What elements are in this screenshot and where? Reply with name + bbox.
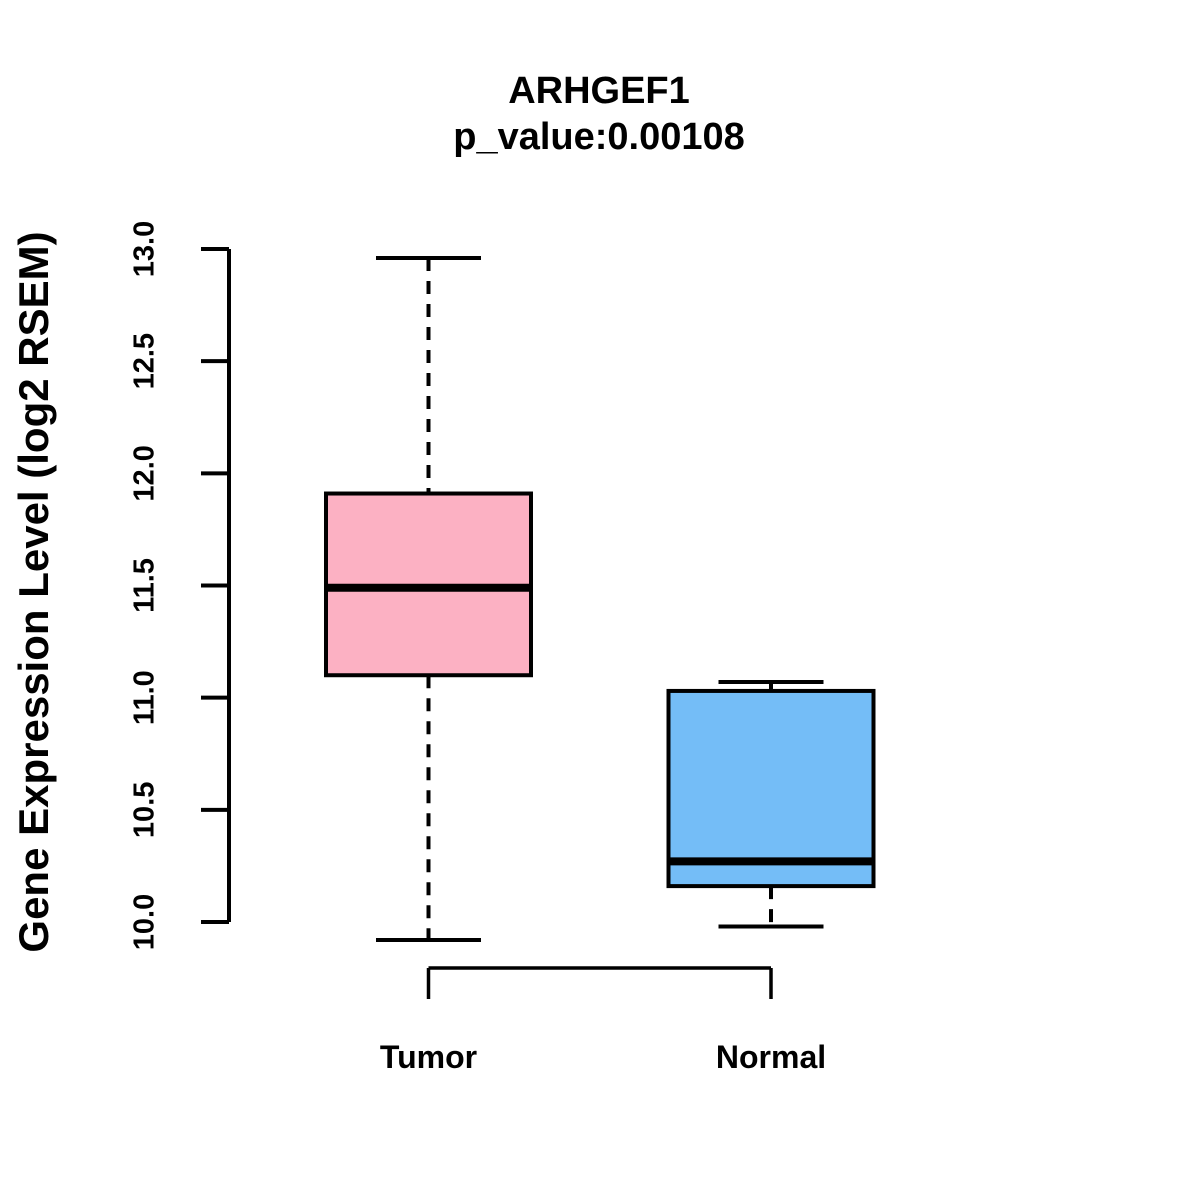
category-label-normal: Normal: [716, 1039, 826, 1075]
category-label-tumor: Tumor: [380, 1039, 477, 1075]
chart-subtitle-pvalue: p_value:0.00108: [453, 116, 745, 158]
y-axis-tick-label: 12.0: [129, 445, 161, 501]
y-axis-tick-label: 10.5: [129, 782, 161, 838]
y-axis-tick-label: 12.5: [129, 333, 161, 389]
y-axis-tick-label: 11.0: [129, 670, 161, 725]
y-axis-tick-label: 10.0: [129, 894, 161, 950]
box-normal: [666, 688, 876, 889]
y-axis-tick-label: 13.0: [129, 221, 161, 277]
y-axis-tick-label: 11.5: [129, 558, 161, 613]
y-axis-label: Gene Expression Level (log2 RSEM): [10, 231, 57, 953]
chart-title: ARHGEF1: [508, 70, 690, 112]
